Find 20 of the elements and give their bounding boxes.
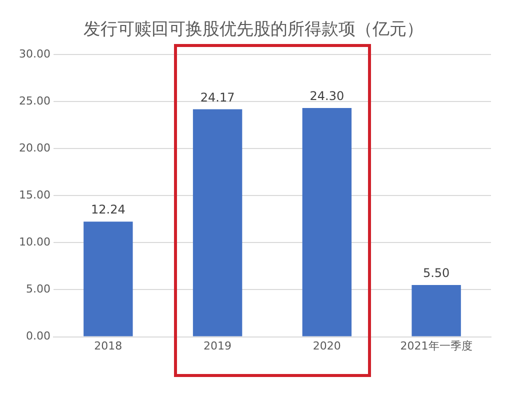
chart-title: 发行可赎回可换股优先股的所得款项（亿元） [84,20,424,40]
bar [84,222,133,336]
bar [192,109,242,336]
bar [412,285,461,336]
y-tick-label: 25.00 [18,94,50,108]
data-label: 24.17 [200,90,235,104]
data-label: 24.30 [310,89,344,104]
x-tick-label: 2021年一季度 [400,339,472,352]
y-tick-label: 5.00 [26,282,50,296]
x-tick-label: 2018 [94,339,122,352]
data-label: 12.24 [91,202,126,217]
x-tick-label: 2019 [204,339,232,352]
y-tick-label: 0.00 [26,330,50,343]
y-tick-label: 20.00 [18,141,50,154]
y-tick-label: 15.00 [18,188,50,202]
data-label: 5.50 [422,266,450,280]
bar [302,108,352,336]
x-tick-label: 2020 [312,339,341,352]
y-tick-label: 10.00 [18,236,50,249]
y-tick-label: 30.00 [18,47,50,60]
